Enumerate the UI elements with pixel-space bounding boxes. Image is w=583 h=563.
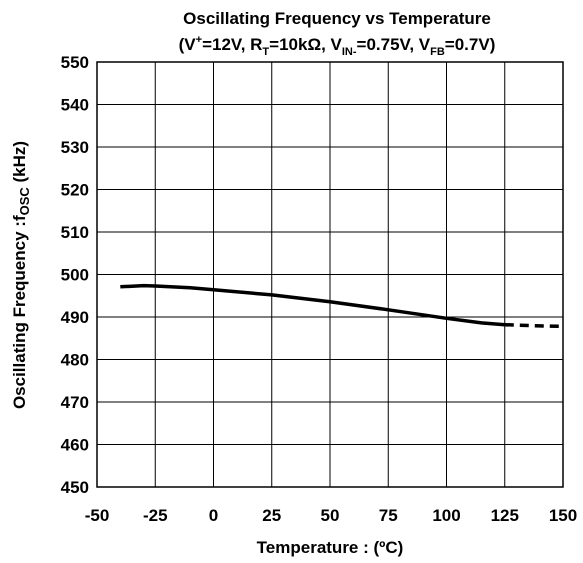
y-axis-label: Oscillating Frequency :fOSC (kHz) (10, 141, 32, 409)
x-tick-label: 125 (491, 506, 519, 525)
x-tick-label: 75 (379, 506, 398, 525)
x-tick-label: -25 (143, 506, 168, 525)
x-tick-label: -50 (85, 506, 110, 525)
x-tick-labels: -50 -25 0 25 50 75 100 125 150 (85, 506, 577, 525)
y-tick-label: 480 (61, 351, 89, 370)
y-tick-label: 550 (61, 53, 89, 72)
chart-subtitle: (V+=12V, RT=10kΩ, VIN-=0.75V, VFB=0.7V) (179, 34, 496, 58)
y-tick-labels: 450 460 470 480 490 500 510 520 530 540 550 (61, 53, 89, 497)
x-tick-label: 25 (262, 506, 281, 525)
x-tick-label: 50 (321, 506, 340, 525)
plot-frame (96, 61, 564, 488)
x-tick-label: 100 (432, 506, 460, 525)
x-tick-label: 0 (209, 506, 218, 525)
y-tick-label: 460 (61, 436, 89, 455)
series-line-solid (120, 283, 505, 327)
y-tick-label: 490 (61, 308, 89, 327)
y-tick-label: 500 (61, 266, 89, 285)
series-lines (120, 283, 564, 329)
grid (96, 61, 564, 488)
x-axis-label: Temperature : (ºC) (257, 538, 404, 557)
y-tick-label: 450 (61, 478, 89, 497)
y-tick-label: 530 (61, 138, 89, 157)
series-line-dashed (504, 322, 564, 329)
y-tick-label: 470 (61, 393, 89, 412)
chart-title: Oscillating Frequency vs Temperature (183, 9, 491, 28)
y-tick-label: 540 (61, 96, 89, 115)
y-tick-label: 520 (61, 181, 89, 200)
y-tick-label: 510 (61, 223, 89, 242)
x-tick-label: 150 (549, 506, 577, 525)
